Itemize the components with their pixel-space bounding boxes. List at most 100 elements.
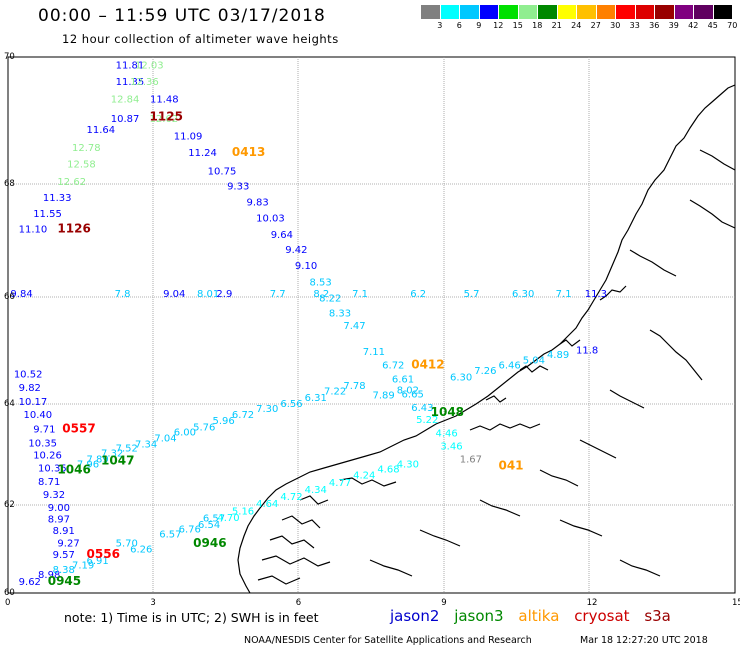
wave-height-value: 4.72 xyxy=(280,492,302,503)
color-scale-label: 45 xyxy=(707,21,718,30)
color-swatch xyxy=(713,5,733,19)
lon-tick: 9 xyxy=(441,598,447,608)
wave-height-value: 6.65 xyxy=(402,390,424,401)
color-swatch xyxy=(440,5,460,19)
wave-height-value: 4.64 xyxy=(256,499,278,510)
wave-height-value: 9.32 xyxy=(43,490,65,501)
wave-height-value: 7.04 xyxy=(154,433,176,444)
track-value: 7.8 xyxy=(115,289,131,300)
wave-height-value: 10.35 xyxy=(38,464,67,475)
footnote: note: 1) Time is in UTC; 2) SWH is in fe… xyxy=(64,610,319,625)
wave-height-value: 6.30 xyxy=(450,372,472,383)
wave-height-value: 6.61 xyxy=(392,375,414,386)
wave-height-value: 5.04 xyxy=(523,355,545,366)
track-value: 8.2 xyxy=(313,289,329,300)
wave-height-value: 4.24 xyxy=(353,471,375,482)
wave-height-value: 9.27 xyxy=(57,538,79,549)
wave-height-value: 10.52 xyxy=(14,369,43,380)
wave-height-value: 6.72 xyxy=(232,410,254,421)
credit-line: NOAA/NESDIS Center for Satellite Applica… xyxy=(244,635,532,646)
wave-height-value: 10.03 xyxy=(256,213,285,224)
wave-height-value: 7.47 xyxy=(343,321,365,332)
wave-height-value: 8.38 xyxy=(53,565,75,576)
wave-height-value: 12.62 xyxy=(150,114,179,125)
track-value: 8.01 xyxy=(197,289,219,300)
color-swatch xyxy=(616,5,636,19)
color-swatch xyxy=(635,5,655,19)
color-scale-label: 36 xyxy=(649,21,660,30)
wave-height-value: 5.16 xyxy=(232,507,254,518)
wave-height-value: 11.8 xyxy=(576,346,598,357)
wave-height-value: 7.22 xyxy=(324,386,346,397)
color-scale-label: 21 xyxy=(551,21,562,30)
wave-height-value: 6.31 xyxy=(305,393,327,404)
color-scale-label: 70 xyxy=(727,21,738,30)
satellite-legend: jason2 jason3 altika cryosat s3a xyxy=(390,607,681,625)
pass-time-label: 0413 xyxy=(232,145,265,159)
wave-height-value: 8.71 xyxy=(38,477,60,488)
wave-height-value: 9.62 xyxy=(19,577,41,588)
wave-height-value: 6.76 xyxy=(179,524,201,535)
track-value: 5.7 xyxy=(464,289,480,300)
wave-height-value: 4.77 xyxy=(329,478,351,489)
wave-height-value: 8.02 xyxy=(397,385,419,396)
wave-height-value: 5.22 xyxy=(416,415,438,426)
wave-height-value: 11.81 xyxy=(116,60,145,71)
lon-tick: 3 xyxy=(150,598,156,608)
wave-height-value: 9.00 xyxy=(48,503,70,514)
wave-height-value: 4.34 xyxy=(305,485,327,496)
color-scale-label: 24 xyxy=(571,21,582,30)
wave-height-value: 11.64 xyxy=(87,125,116,136)
wave-height-value: 7.52 xyxy=(116,443,138,454)
page-title: 00:00 – 11:59 UTC 03/17/2018 xyxy=(38,6,326,26)
wave-height-value: 7.26 xyxy=(474,366,496,377)
wave-height-value: 10.75 xyxy=(208,166,237,177)
color-swatch xyxy=(655,5,675,19)
credit-timestamp: Mar 18 12:27:20 UTC 2018 xyxy=(580,635,708,646)
wave-height-value: 4.68 xyxy=(377,465,399,476)
wave-height-value: 12.62 xyxy=(57,177,86,188)
wave-height-value: 10.40 xyxy=(24,410,53,421)
wave-height-value: 12.84 xyxy=(111,95,140,106)
pass-time-label: 1046 xyxy=(57,463,90,477)
pass-time-label: 1048 xyxy=(431,405,464,419)
norway-coastline xyxy=(237,84,736,594)
wave-height-value: 8.33 xyxy=(329,308,351,319)
lon-tick: 6 xyxy=(295,598,302,608)
wave-height-value: 9.82 xyxy=(19,383,41,394)
track-value: 11.3 xyxy=(585,289,607,300)
color-swatch xyxy=(674,5,694,19)
color-scale-bar xyxy=(421,5,733,19)
wave-height-value: 8.22 xyxy=(319,293,341,304)
pass-time-label: 0556 xyxy=(87,547,120,561)
track-value: 2.9 xyxy=(216,289,232,300)
legend-jason2: jason2 xyxy=(390,607,440,625)
wave-height-value: 4.30 xyxy=(397,460,419,471)
wave-height-value: 12.58 xyxy=(67,159,96,170)
color-scale-label: 27 xyxy=(590,21,601,30)
lat-tick: 66 xyxy=(4,292,15,302)
wave-height-value: 7.96 xyxy=(77,460,99,471)
wave-height-value: 9.42 xyxy=(285,245,307,256)
wave-height-value: 11.35 xyxy=(116,77,145,88)
lat-tick: 64 xyxy=(4,399,15,409)
color-swatch xyxy=(499,5,519,19)
wave-height-value: 12.03 xyxy=(135,60,164,71)
track-value: 6.30 xyxy=(512,289,534,300)
track-value: 7.7 xyxy=(270,289,286,300)
wave-height-value: 6.54 xyxy=(198,520,220,531)
pass-time-label: 0945 xyxy=(48,574,81,588)
wave-height-value: 9.57 xyxy=(53,550,75,561)
wave-height-value: 6.43 xyxy=(411,403,433,414)
wave-height-value: 8.91 xyxy=(53,526,75,537)
lon-tick: 0 xyxy=(5,598,11,608)
wave-height-value: 7.34 xyxy=(135,439,157,450)
wave-height-value: 5.96 xyxy=(213,416,235,427)
wave-height-value: 9.64 xyxy=(271,230,293,241)
color-scale-label: 39 xyxy=(668,21,679,30)
wave-height-value: 12.78 xyxy=(72,143,101,154)
color-swatch xyxy=(694,5,714,19)
wave-height-value: 8.53 xyxy=(309,278,331,289)
wave-height-value: 9.10 xyxy=(295,261,317,272)
